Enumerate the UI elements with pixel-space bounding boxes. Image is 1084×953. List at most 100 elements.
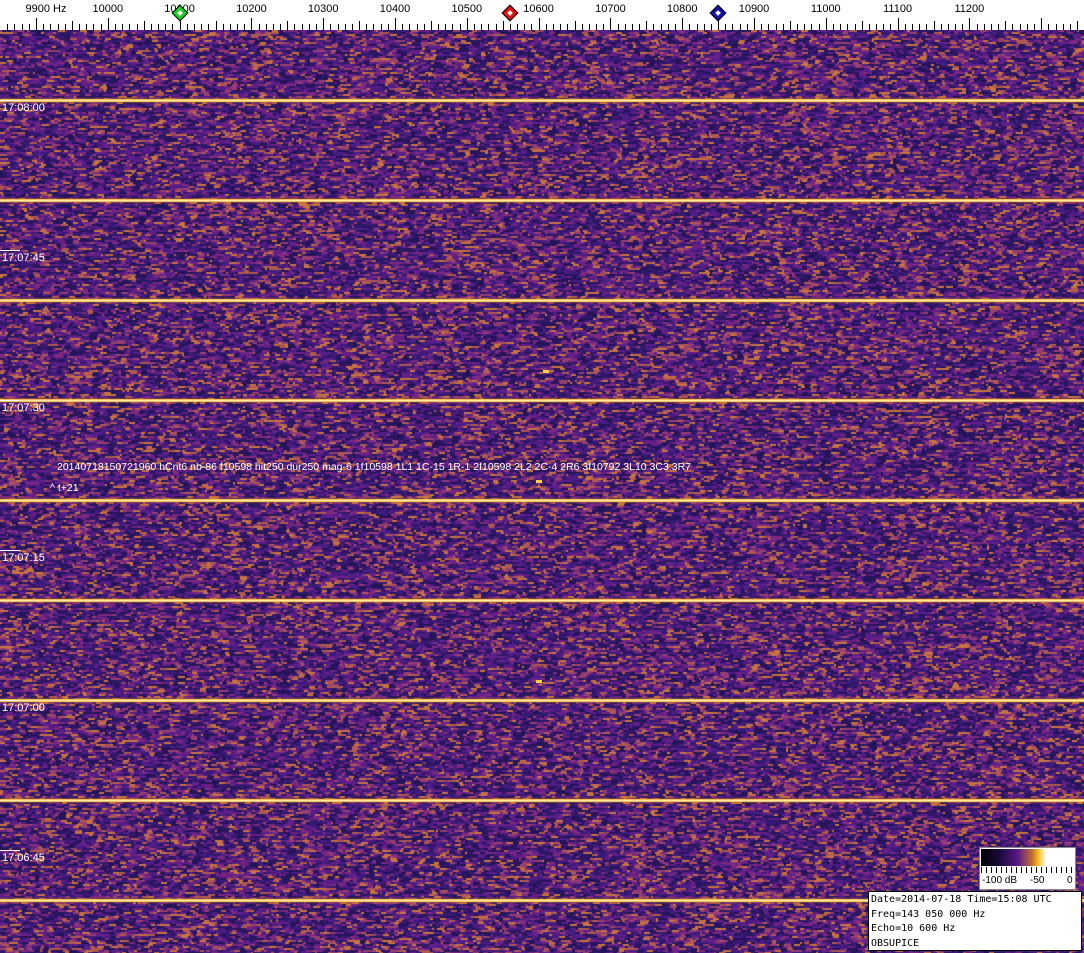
minor-tick	[481, 24, 483, 30]
minor-tick	[380, 24, 382, 30]
minor-tick	[258, 24, 260, 30]
frequency-tick-label: 10200	[236, 3, 267, 15]
minor-tick	[976, 24, 978, 30]
minor-tick	[57, 24, 59, 30]
minor-tick	[574, 21, 576, 30]
frequency-tick-label: 10700	[595, 3, 626, 15]
major-tick	[1041, 18, 1043, 30]
minor-tick	[811, 24, 813, 30]
minor-tick	[43, 24, 45, 30]
minor-tick	[962, 24, 964, 30]
time-tick-label: 17:07:45	[0, 250, 45, 264]
minor-tick	[423, 24, 425, 30]
spectrogram-waterfall	[0, 30, 1084, 953]
bright-carrier-line	[0, 699, 1084, 702]
time-tick-label: 17:08:00	[0, 100, 45, 114]
minor-tick	[50, 24, 52, 30]
minor-tick	[416, 24, 418, 30]
minor-tick	[689, 24, 691, 30]
frequency-tick-label: 10800	[666, 3, 698, 15]
minor-tick	[890, 24, 892, 30]
minor-tick	[653, 24, 655, 30]
major-tick	[395, 18, 396, 30]
minor-tick	[114, 24, 116, 30]
minor-tick	[294, 24, 296, 30]
major-tick	[897, 18, 899, 30]
minor-tick	[926, 24, 928, 30]
frequency-tick-label: 11000	[810, 3, 841, 15]
minor-tick	[86, 24, 88, 30]
bright-carrier-line	[0, 599, 1084, 602]
minor-tick	[222, 24, 224, 30]
minor-tick	[940, 24, 942, 30]
minor-tick	[1019, 24, 1021, 30]
minor-tick	[567, 24, 569, 30]
minor-tick	[1055, 24, 1057, 30]
major-tick	[610, 18, 612, 30]
minor-tick	[990, 24, 992, 30]
minor-tick	[229, 24, 231, 30]
minor-tick	[696, 24, 698, 30]
minor-tick	[409, 24, 411, 30]
minor-tick	[136, 24, 138, 30]
major-tick	[107, 18, 109, 30]
minor-tick	[502, 21, 504, 30]
minor-tick	[244, 24, 246, 30]
meteor-echo-blip	[535, 680, 542, 683]
minor-tick	[71, 21, 73, 30]
minor-tick	[79, 24, 81, 30]
minor-tick	[517, 24, 519, 30]
info-echo: Echo=10 600 Hz	[871, 923, 956, 934]
frequency-tick-label: 11200	[954, 3, 985, 15]
minor-tick	[452, 24, 454, 30]
minor-tick	[703, 24, 705, 30]
minor-tick	[186, 24, 188, 30]
minor-tick	[761, 24, 763, 30]
frequency-tick-label: 10900	[738, 3, 770, 15]
minor-tick	[1062, 24, 1064, 30]
minor-tick	[660, 24, 662, 30]
info-frequency: Freq=143 050 000 Hz	[871, 908, 986, 920]
minor-tick	[768, 24, 770, 30]
minor-tick	[868, 24, 870, 30]
minor-tick	[911, 24, 913, 30]
red-frequency-marker[interactable]	[501, 4, 519, 22]
minor-tick	[366, 24, 368, 30]
minor-tick	[7, 24, 9, 30]
minor-tick	[1077, 21, 1079, 30]
bright-carrier-line	[0, 99, 1084, 102]
time-tick-label: 17:07:30	[0, 400, 45, 414]
minor-tick	[983, 24, 985, 30]
minor-tick	[308, 24, 310, 30]
major-tick	[323, 18, 325, 30]
minor-tick	[237, 24, 239, 30]
bright-carrier-line	[0, 299, 1084, 302]
minor-tick	[165, 24, 167, 30]
blue-frequency-marker[interactable]	[709, 4, 727, 22]
minor-tick	[617, 24, 619, 30]
minor-tick	[775, 24, 777, 30]
minor-tick	[545, 24, 547, 30]
minor-tick	[201, 24, 203, 30]
minor-tick	[93, 24, 95, 30]
minor-tick	[509, 24, 511, 30]
minor-tick	[272, 24, 274, 30]
info-station: OBSUPICE	[871, 937, 920, 949]
minor-tick	[337, 24, 339, 30]
minor-tick	[552, 24, 554, 30]
frequency-tick-label: 9900 Hz	[25, 3, 67, 15]
minor-tick	[150, 24, 152, 30]
bright-carrier-line	[0, 899, 1084, 902]
minor-tick	[596, 24, 598, 30]
minor-tick	[129, 24, 131, 30]
time-tick-label: 17:07:00	[0, 700, 45, 714]
minor-tick	[495, 24, 497, 30]
minor-tick	[861, 21, 863, 30]
meteor-echo-blip	[535, 480, 542, 483]
minor-tick	[883, 24, 885, 30]
minor-tick	[215, 21, 217, 30]
minor-tick	[667, 24, 669, 30]
minor-tick	[588, 24, 590, 30]
frequency-tick-label: 10400	[379, 3, 411, 15]
minor-tick	[28, 24, 30, 30]
